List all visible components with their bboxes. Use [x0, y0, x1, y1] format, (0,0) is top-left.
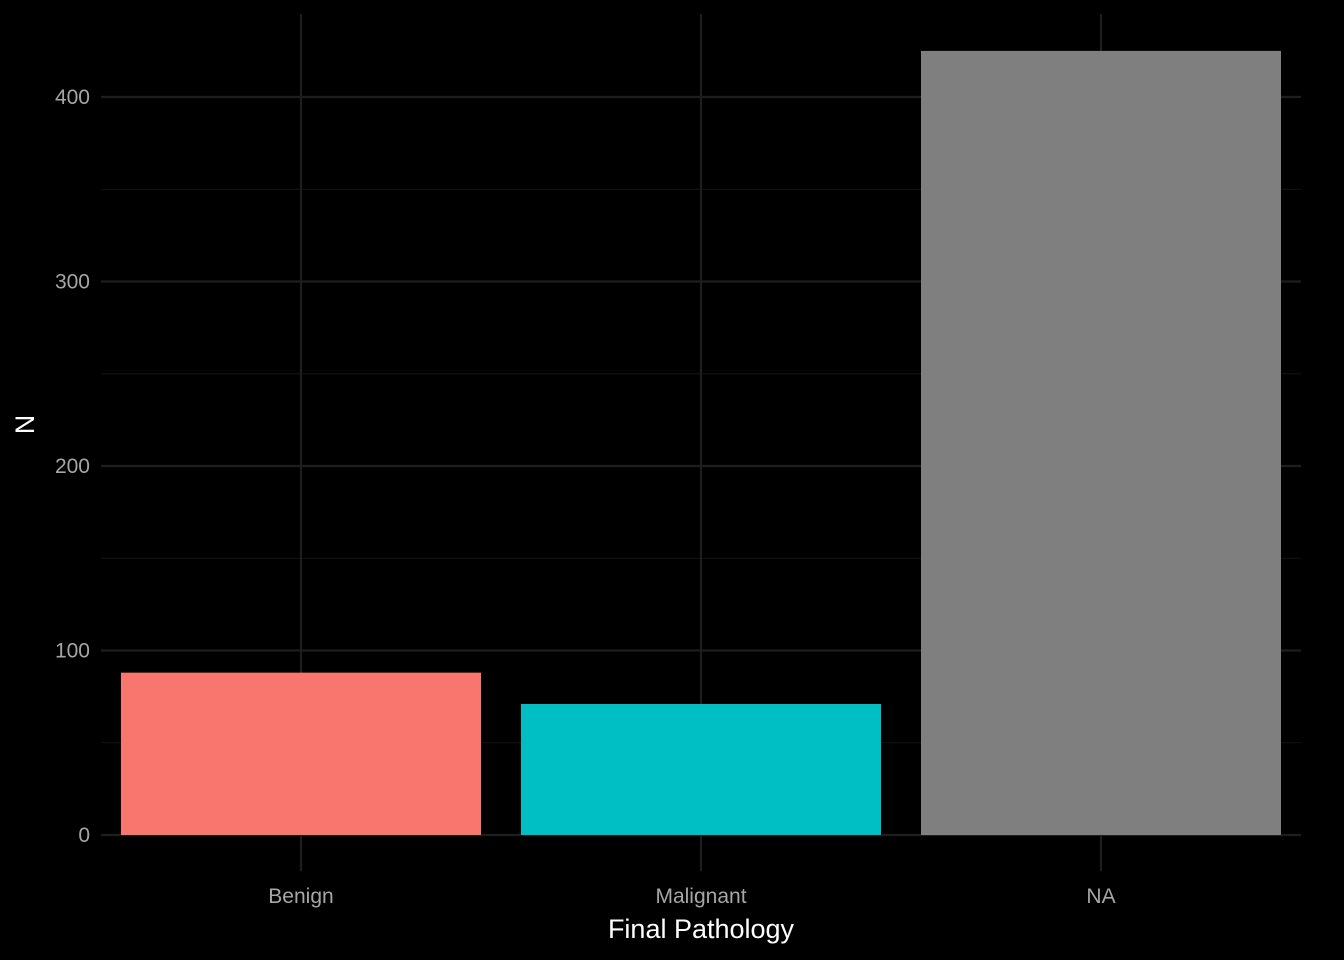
y-axis-title: N: [10, 415, 40, 435]
bar-malignant: [521, 704, 881, 835]
y-tick-label: 100: [55, 640, 90, 663]
y-tick-label: 300: [55, 271, 90, 294]
y-tick-label: 200: [55, 455, 90, 478]
x-tick-label: NA: [1086, 885, 1115, 908]
x-tick-label: Benign: [268, 885, 333, 908]
x-tick-label: Malignant: [655, 885, 746, 908]
x-axis-ticks: Benign Malignant NA: [268, 835, 1116, 908]
bar-na: [921, 50, 1281, 836]
bars: [121, 50, 1281, 836]
y-tick-label: 0: [78, 824, 90, 847]
y-tick-label: 400: [55, 86, 90, 109]
bar-benign: [121, 672, 481, 835]
x-axis-title: Final Pathology: [608, 914, 795, 944]
y-axis-ticks: 0 100 200 300 400: [55, 86, 90, 847]
